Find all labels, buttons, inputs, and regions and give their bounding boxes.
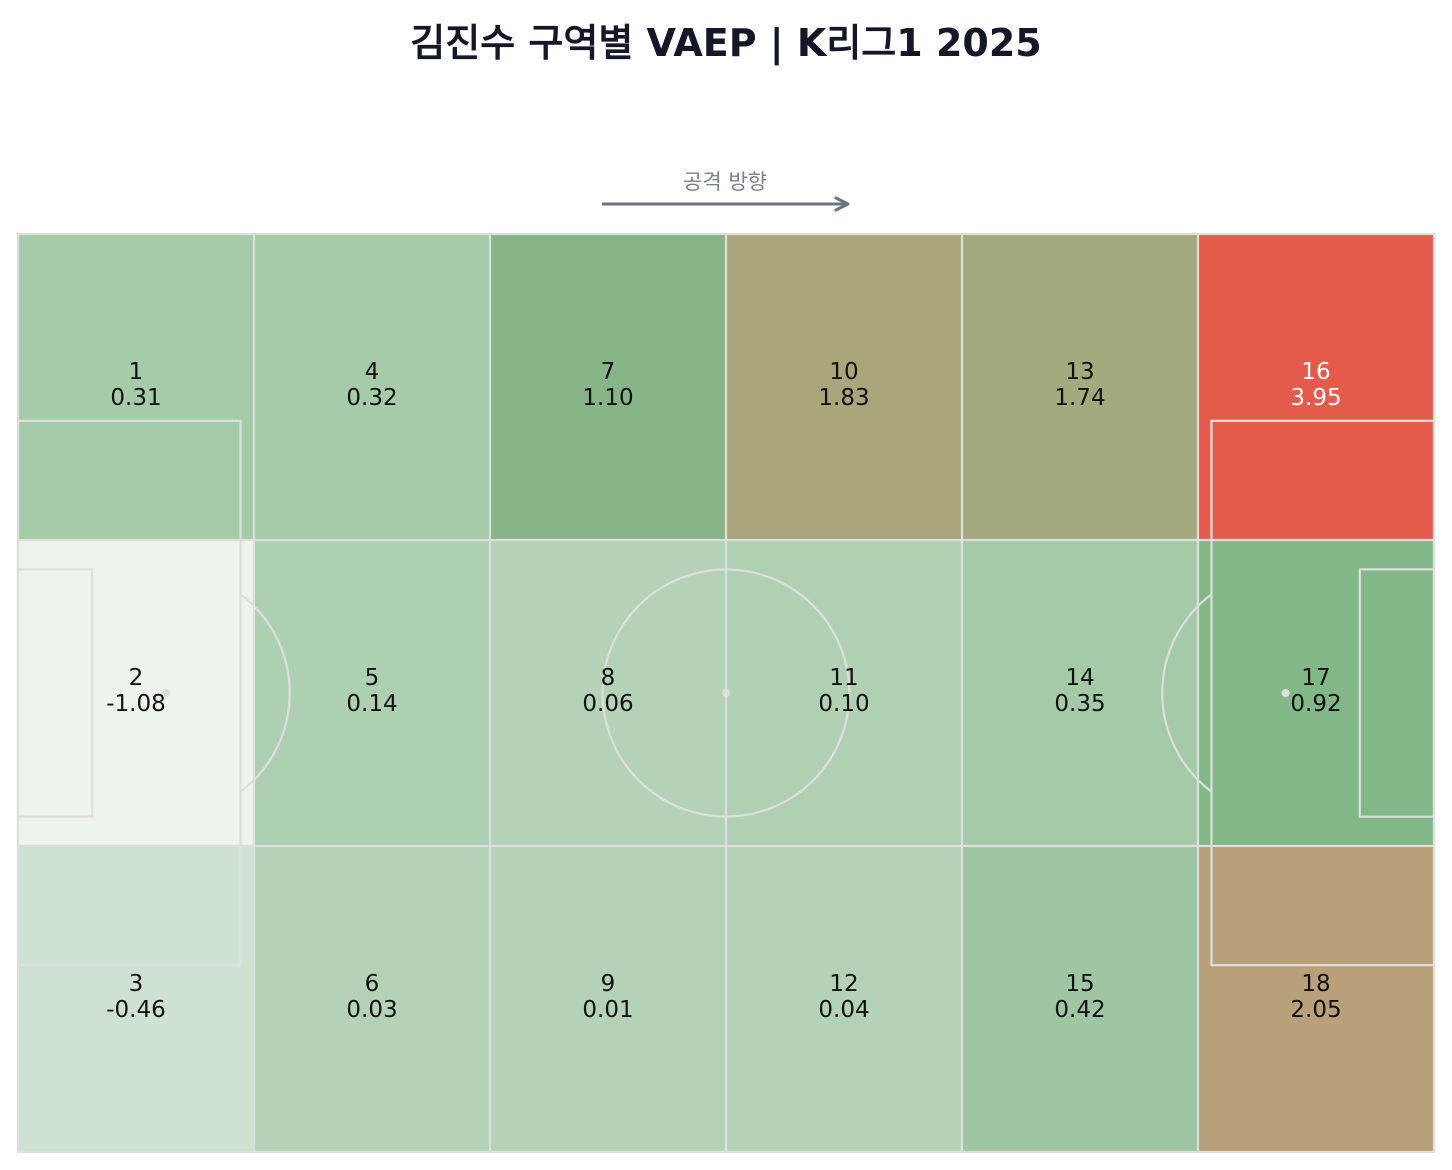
zone-value-13: 1.74	[1054, 385, 1105, 411]
attack-direction-arrow	[602, 196, 850, 212]
zone-value-7: 1.10	[582, 385, 633, 411]
zone-cell-9	[490, 846, 726, 1152]
zone-cell-3	[18, 846, 254, 1152]
zone-value-2: -1.08	[106, 691, 166, 717]
zone-cell-6	[254, 846, 490, 1152]
zone-cell-18	[1198, 846, 1434, 1152]
zone-cell-15	[962, 846, 1198, 1152]
zone-number-14: 14	[1065, 665, 1094, 691]
zone-cell-4	[254, 234, 490, 540]
zone-value-3: -0.46	[106, 997, 166, 1023]
zone-value-1: 0.31	[110, 385, 161, 411]
goal-area-right	[1358, 568, 1436, 818]
zone-number-7: 7	[601, 359, 616, 385]
zone-number-18: 18	[1301, 971, 1330, 997]
zone-cell-17	[1198, 540, 1434, 846]
zone-value-4: 0.32	[346, 385, 397, 411]
zone-number-4: 4	[365, 359, 380, 385]
zone-value-14: 0.35	[1054, 691, 1105, 717]
zone-number-15: 15	[1065, 971, 1094, 997]
center-spot	[722, 689, 730, 697]
zone-value-11: 0.10	[818, 691, 869, 717]
pitch-lines	[16, 232, 1436, 1154]
zones-layer	[18, 234, 1434, 1152]
zone-number-11: 11	[829, 665, 858, 691]
penalty-arc-left	[239, 593, 291, 793]
zone-value-5: 0.14	[346, 691, 397, 717]
chart-title: 김진수 구역별 VAEP | K리그1 2025	[410, 21, 1042, 65]
zone-value-10: 1.83	[818, 385, 869, 411]
zone-cell-7	[490, 234, 726, 540]
zone-number-10: 10	[829, 359, 858, 385]
zone-number-17: 17	[1301, 665, 1330, 691]
zone-number-5: 5	[365, 665, 380, 691]
arrow-head-icon	[834, 196, 850, 212]
zone-cell-8	[490, 540, 726, 846]
zone-number-16: 16	[1301, 359, 1330, 385]
zone-labels: 10.312-1.083-0.4640.3250.1460.0371.1080.…	[106, 359, 1341, 1023]
zone-cell-13	[962, 234, 1198, 540]
penalty-spot-left	[162, 689, 171, 697]
zone-value-9: 0.01	[582, 997, 633, 1023]
zone-number-3: 3	[129, 971, 144, 997]
zone-value-16: 3.95	[1290, 385, 1341, 411]
zone-value-18: 2.05	[1290, 997, 1341, 1023]
zone-cell-1	[18, 234, 254, 540]
zone-cell-12	[726, 846, 962, 1152]
zone-cell-5	[254, 540, 490, 846]
penalty-spot-right	[1281, 689, 1290, 697]
zone-value-15: 0.42	[1054, 997, 1105, 1023]
zone-cell-2	[18, 540, 254, 846]
zone-value-12: 0.04	[818, 997, 869, 1023]
zone-number-1: 1	[129, 359, 144, 385]
zone-cell-10	[726, 234, 962, 540]
zone-number-12: 12	[829, 971, 858, 997]
zone-cell-16	[1198, 234, 1434, 540]
zone-value-17: 0.92	[1290, 691, 1341, 717]
zone-number-8: 8	[601, 665, 616, 691]
zone-number-2: 2	[129, 665, 144, 691]
zone-value-6: 0.03	[346, 997, 397, 1023]
zone-number-13: 13	[1065, 359, 1094, 385]
attack-direction-label: 공격 방향	[683, 170, 767, 194]
zone-cell-11	[726, 540, 962, 846]
zone-value-8: 0.06	[582, 691, 633, 717]
penalty-arc-right	[1161, 593, 1213, 793]
goal-area-left	[16, 568, 94, 818]
zone-cell-14	[962, 540, 1198, 846]
zone-number-9: 9	[601, 971, 616, 997]
zone-number-6: 6	[365, 971, 380, 997]
center-circle	[601, 568, 851, 818]
